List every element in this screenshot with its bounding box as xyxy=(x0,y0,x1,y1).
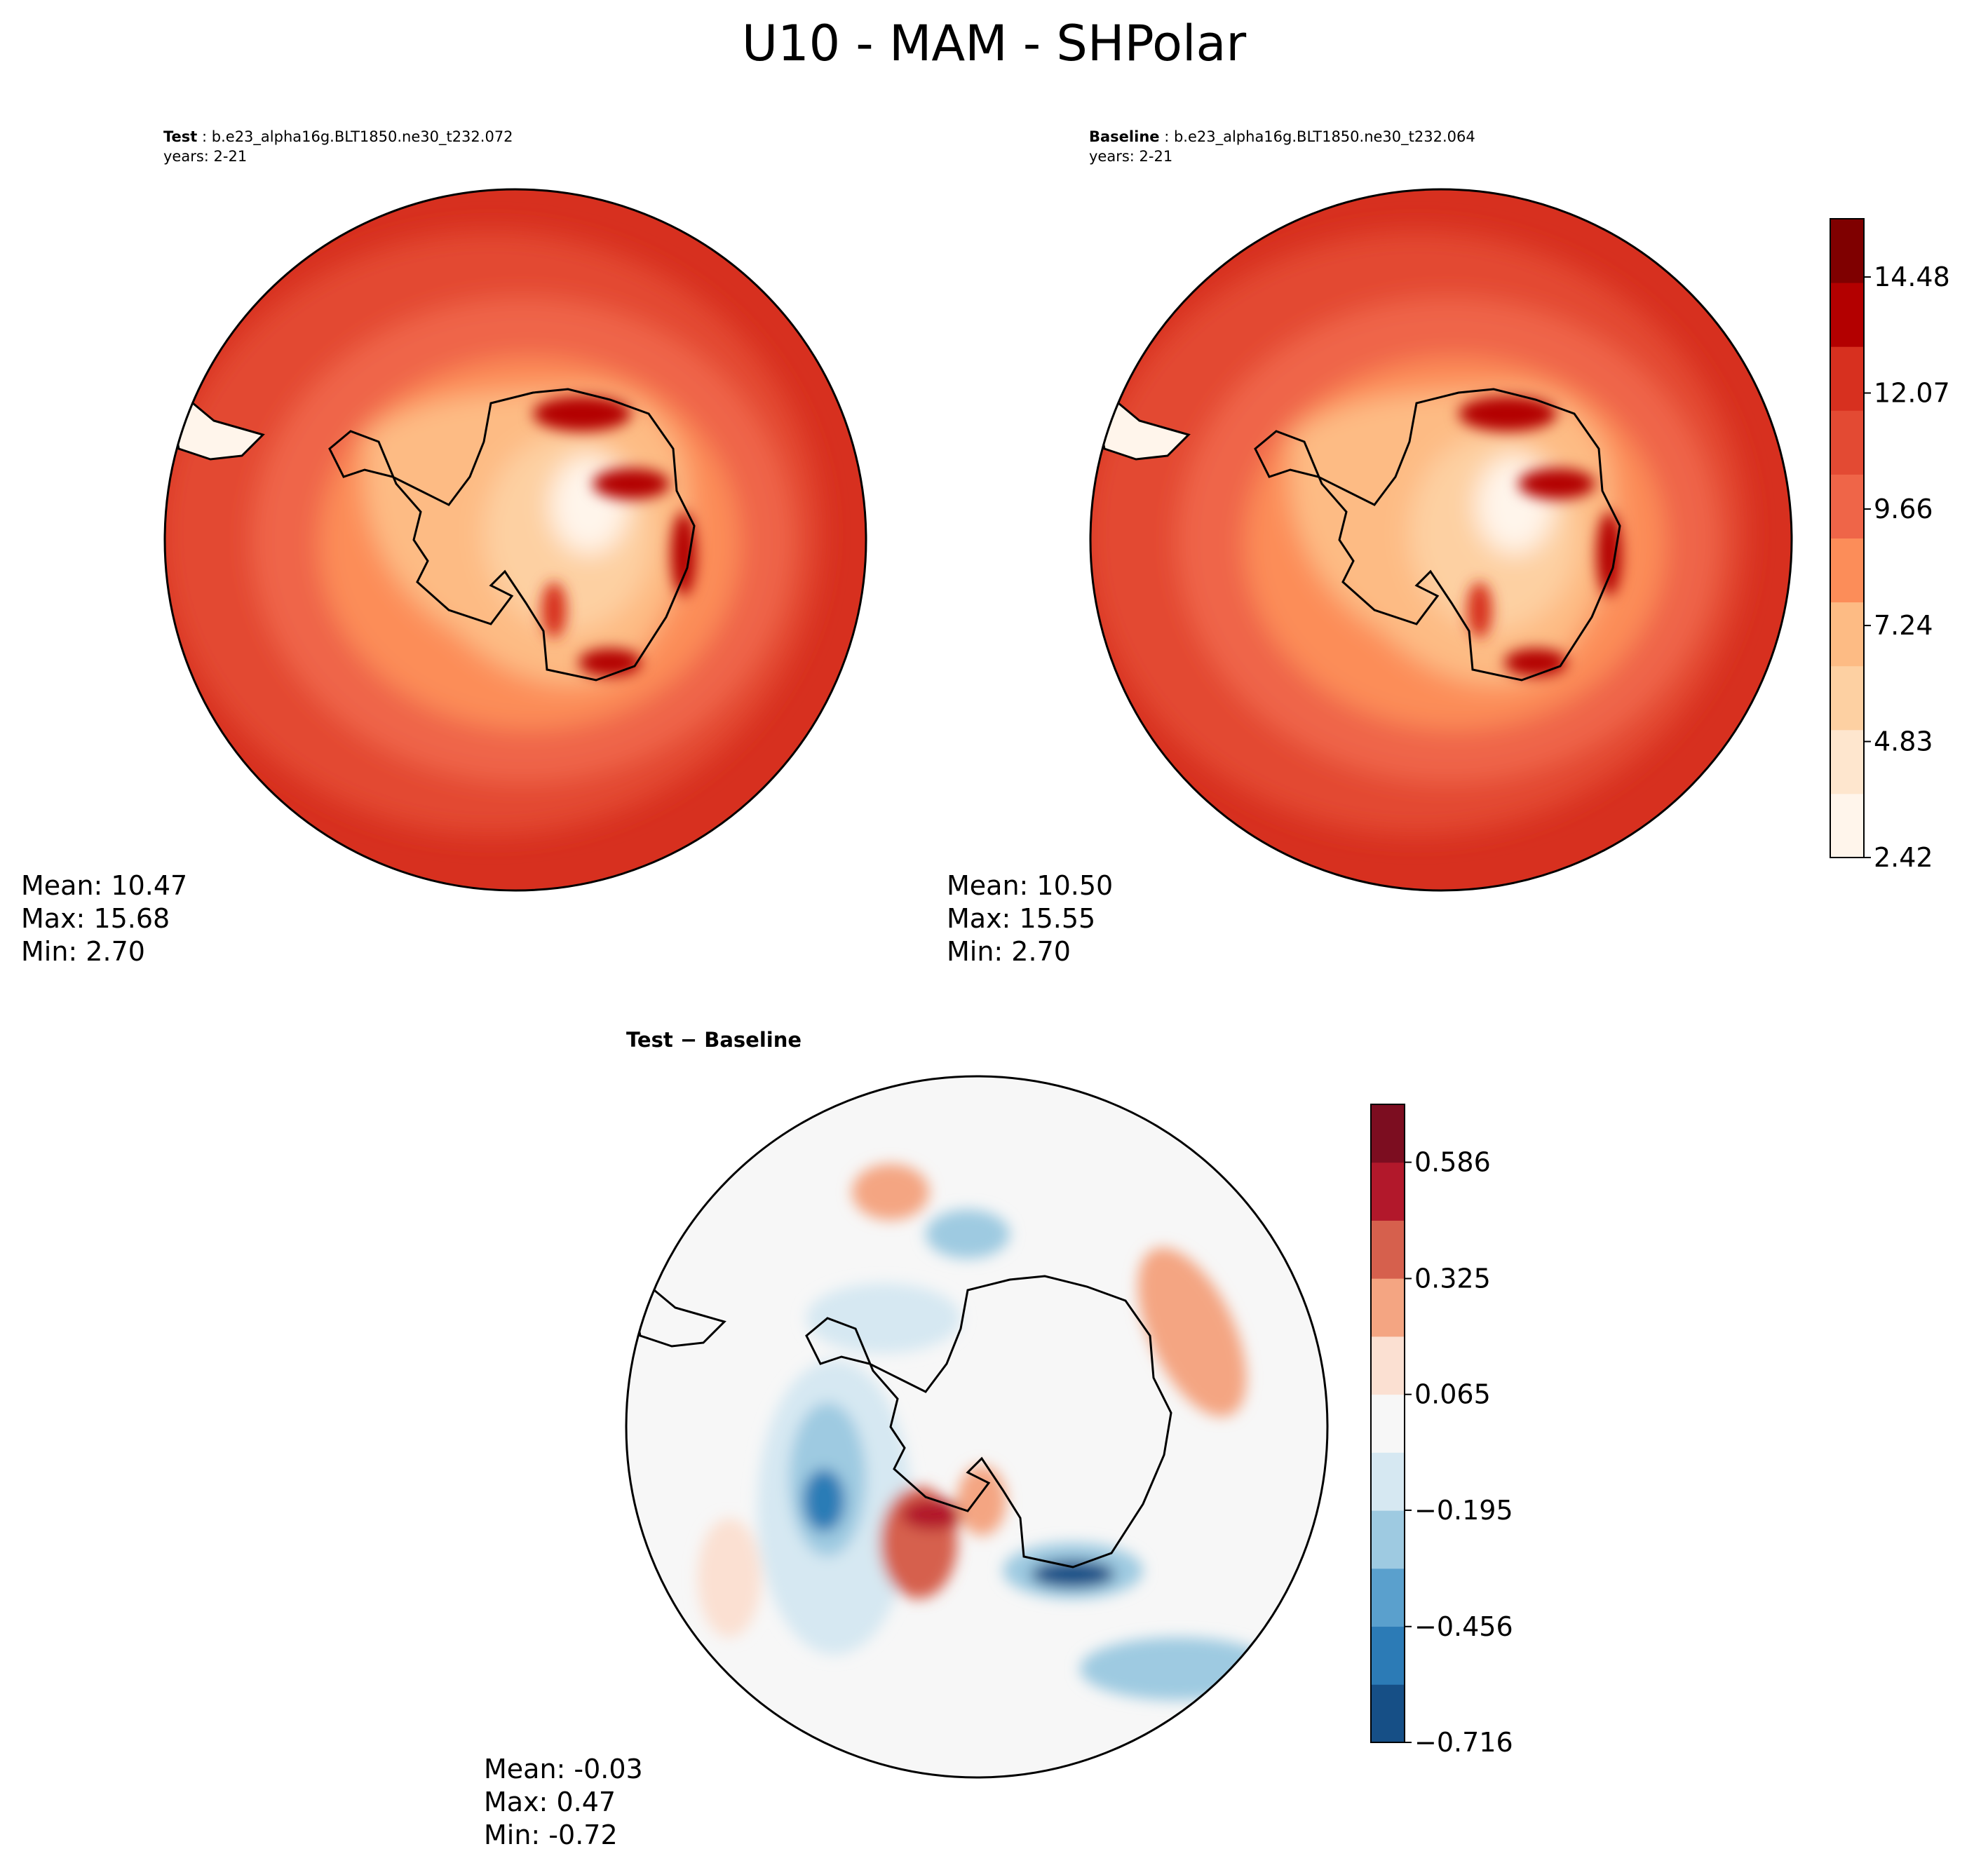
main-colorbar-tick-label: 4.83 xyxy=(1874,726,1933,757)
test-south-america-coastline xyxy=(170,402,265,461)
baseline-max: Max: 15.55 xyxy=(947,903,1096,934)
main-colorbar-segment xyxy=(1830,729,1864,794)
diff-min: Min: -0.72 xyxy=(484,1820,618,1850)
diff-colorbar-segment xyxy=(1371,1278,1405,1337)
test-mean: Mean: 10.47 xyxy=(21,870,188,901)
diff-neg-core-2 xyxy=(1031,1560,1115,1588)
diff-neg-patch-4 xyxy=(1080,1637,1276,1700)
test-katabatic-4 xyxy=(579,649,642,677)
diff-mean: Mean: -0.03 xyxy=(484,1754,643,1784)
baseline-label: Baseline xyxy=(1089,128,1160,145)
diff-antarctica-coastline xyxy=(805,1275,1172,1569)
main-colorbar-tick-label: 7.24 xyxy=(1874,610,1933,641)
test-katabatic-1 xyxy=(533,396,631,431)
test-label: Test xyxy=(163,128,198,145)
test-map xyxy=(163,188,867,892)
diff-colorbar-segment xyxy=(1371,1626,1405,1685)
test-case-name: b.e23_alpha16g.BLT1850.ne30_t232.072 xyxy=(211,128,513,145)
main-colorbar-tick-label: 9.66 xyxy=(1874,494,1933,524)
diff-colorbar-segment xyxy=(1371,1452,1405,1511)
diff-pos-patch-1 xyxy=(698,1518,761,1637)
diff-colorbar-segment xyxy=(1371,1220,1405,1279)
figure-title: U10 - MAM - SHPolar xyxy=(741,15,1247,72)
baseline-katabatic-1 xyxy=(1459,396,1557,431)
baseline-katabatic-3 xyxy=(1597,512,1622,596)
diff-pos-patch-5 xyxy=(957,1465,1006,1536)
baseline-south-america-coastline xyxy=(1096,402,1191,461)
baseline-antarctica-coastline xyxy=(1254,388,1621,682)
main-colorbar-segment xyxy=(1830,346,1864,411)
test-katabatic-3 xyxy=(671,512,696,596)
main-colorbar-segment xyxy=(1830,410,1864,475)
main-colorbar-tick-label: 12.07 xyxy=(1874,378,1950,409)
main-colorbar-segment xyxy=(1830,793,1864,858)
diff-pos-patch-3 xyxy=(1137,1247,1247,1417)
baseline-stats: Mean: 10.50 Max: 15.55 Min: 2.70 xyxy=(947,869,1113,968)
main-colorbar-frame xyxy=(1830,218,1865,858)
test-min: Min: 2.70 xyxy=(21,936,145,967)
diff-neg-patch-5 xyxy=(926,1210,1010,1259)
test-antarctica-coastline xyxy=(328,388,696,682)
diff-colorbar-segment xyxy=(1371,1394,1405,1453)
main-colorbar-tick-label: 14.48 xyxy=(1874,262,1950,292)
diff-colorbar-segment xyxy=(1371,1336,1405,1395)
diff-colorbar-segment xyxy=(1371,1510,1405,1569)
diff-neg-patch-6 xyxy=(806,1283,961,1353)
main-colorbar-segment xyxy=(1830,665,1864,731)
test-katabatic-5 xyxy=(541,582,567,638)
diff-colorbar-segment xyxy=(1371,1684,1405,1743)
diff-pos-core-1 xyxy=(901,1499,964,1530)
diff-colorbar-frame xyxy=(1370,1104,1405,1743)
diff-colorbar-tick-label: 0.065 xyxy=(1414,1379,1491,1410)
test-max: Max: 15.68 xyxy=(21,903,170,934)
diff-colorbar-segment xyxy=(1371,1162,1405,1221)
diff-pos-patch-2 xyxy=(852,1164,929,1220)
test-map-boundary xyxy=(163,188,867,892)
main-colorbar-segment xyxy=(1830,219,1864,283)
diff-colorbar-tick-label: −0.456 xyxy=(1414,1611,1513,1642)
diff-colorbar-tick-label: 0.325 xyxy=(1414,1263,1491,1294)
main-colorbar-segment xyxy=(1830,602,1864,667)
diff-map xyxy=(625,1075,1329,1779)
diff-stats: Mean: -0.03 Max: 0.47 Min: -0.72 xyxy=(484,1753,643,1852)
diff-neg-core-1 xyxy=(803,1469,845,1532)
diff-colorbar-tick-label: 0.586 xyxy=(1414,1147,1491,1178)
baseline-min: Min: 2.70 xyxy=(947,936,1071,967)
test-katabatic-2 xyxy=(593,468,670,499)
test-stats: Mean: 10.47 Max: 15.68 Min: 2.70 xyxy=(21,869,187,968)
diff-colorbar-segment xyxy=(1371,1104,1405,1163)
main-colorbar-tick-label: 2.42 xyxy=(1874,842,1933,873)
diff-colorbar-tick-label: −0.195 xyxy=(1414,1495,1513,1526)
diff-south-america-coastline xyxy=(632,1289,726,1348)
diff-colorbar-tick-label: −0.716 xyxy=(1414,1727,1513,1758)
main-colorbar-segment xyxy=(1830,474,1864,538)
baseline-katabatic-2 xyxy=(1518,468,1595,499)
baseline-mean: Mean: 10.50 xyxy=(947,870,1114,901)
baseline-katabatic-4 xyxy=(1504,649,1567,677)
baseline-years: years: 2-21 xyxy=(1089,148,1173,165)
baseline-katabatic-5 xyxy=(1467,582,1492,638)
diff-max: Max: 0.47 xyxy=(484,1787,616,1817)
baseline-map-boundary xyxy=(1089,188,1793,892)
diff-map-boundary xyxy=(625,1075,1329,1779)
diff-colorbar: −0.716 −0.456 −0.195 0.065 0.325 0.586 xyxy=(1370,1104,1513,1758)
main-colorbar-segment xyxy=(1830,283,1864,347)
main-colorbar: 2.42 4.83 7.24 9.66 12.07 14.48 xyxy=(1830,218,1950,873)
test-panel-subtitle: Test : b.e23_alpha16g.BLT1850.ne30_t232.… xyxy=(163,128,513,165)
baseline-map xyxy=(1089,188,1793,892)
baseline-case-name: b.e23_alpha16g.BLT1850.ne30_t232.064 xyxy=(1173,128,1475,145)
diff-panel-title: Test − Baseline xyxy=(626,1028,802,1052)
main-colorbar-segment xyxy=(1830,538,1864,603)
test-years: years: 2-21 xyxy=(163,148,248,165)
diff-colorbar-segment xyxy=(1371,1568,1405,1627)
baseline-panel-subtitle: Baseline : b.e23_alpha16g.BLT1850.ne30_t… xyxy=(1089,128,1475,165)
